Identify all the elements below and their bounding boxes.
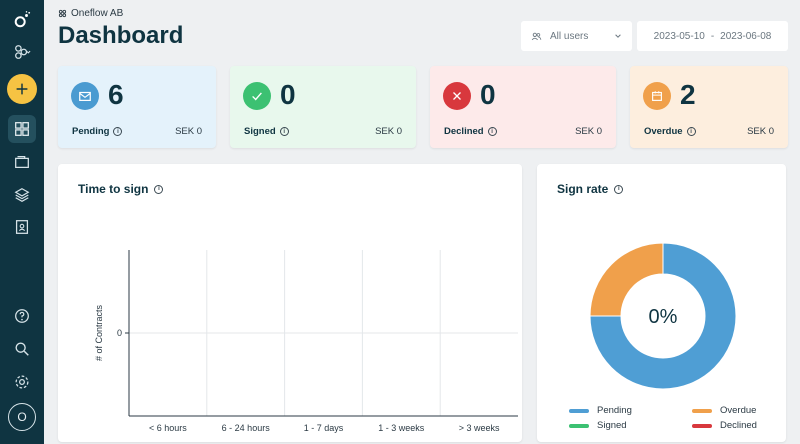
contacts-icon[interactable] [8,213,36,241]
check-icon [243,82,271,110]
envelope-icon [71,82,99,110]
dashboard-icon[interactable] [8,115,36,143]
calendar-icon [643,82,671,110]
sidebar: O [0,0,44,444]
sign-rate-chart: 0% [589,242,737,390]
card-amount: SEK 0 [175,126,202,137]
users-filter-value: All users [550,30,589,42]
legend-swatch [692,408,712,413]
donut-slice-overdue[interactable] [589,242,664,317]
card-declined[interactable]: 0 Declined i SEK 0 [430,66,616,148]
org-breadcrumb[interactable]: Oneflow AB [58,8,123,19]
info-icon[interactable]: i [154,184,164,194]
card-label: Pending i [72,126,123,137]
documents-icon[interactable] [8,148,36,176]
main-content: Oneflow AB Dashboard All users 2023-05-1… [44,0,800,444]
legend-item-overdue[interactable]: Overdue [692,405,756,416]
y-axis-label: # of Contracts [94,304,104,361]
page-title: Dashboard [58,22,184,49]
card-count: 0 [280,79,296,110]
time-to-sign-panel: Time to sign i 0 # of Contracts < 6 hours 6… [58,164,522,442]
x-tick-label: > 3 weeks [459,423,500,433]
add-icon[interactable] [7,74,37,104]
card-label: Declined i [444,126,497,137]
legend-item-pending[interactable]: Pending [569,405,632,416]
date-separator: - [710,30,715,42]
legend-swatch [569,408,589,413]
card-pending[interactable]: 6 Pending i SEK 0 [58,66,216,148]
users-filter[interactable]: All users [521,21,632,51]
x-tick-label: 1 - 3 weeks [378,423,425,433]
legend-swatch [569,423,589,428]
card-overdue[interactable]: 2 Overdue i SEK 0 [630,66,788,148]
legend-item-signed[interactable]: Signed [569,420,627,431]
date-range-filter[interactable]: 2023-05-10 - 2023-06-08 [637,21,788,51]
legend-item-declined[interactable]: Declined [692,420,757,431]
sign-rate-center-label: 0% [649,306,678,328]
date-to[interactable]: 2023-06-08 [720,30,772,42]
help-icon[interactable] [8,302,36,330]
card-label: Overdue i [644,126,696,137]
legend-swatch [692,423,712,428]
card-label-text: Pending [72,126,110,137]
x-icon [443,82,471,110]
card-label-text: Signed [244,126,276,137]
card-amount: SEK 0 [747,126,774,137]
card-amount: SEK 0 [575,126,602,137]
time-to-sign-chart: 0 # of Contracts < 6 hours 6 - 24 hours 1 - … [94,250,518,433]
x-tick-label: 1 - 7 days [304,423,344,433]
x-tick-label: 6 - 24 hours [222,423,271,433]
card-label: Signed i [244,126,289,137]
legend-label: Overdue [720,405,757,416]
workspace-icon [58,9,67,18]
sign-rate-title: Sign rate i [557,182,624,196]
sign-rate-heading: Sign rate [557,182,609,196]
chevron-down-icon [615,34,621,38]
info-icon[interactable]: i [113,127,123,136]
sign-rate-panel: Sign rate i 0% Pending Overdue Signed Decli… [537,164,786,442]
search-icon[interactable] [8,335,36,363]
legend-label: Signed [597,420,627,431]
x-tick-label: < 6 hours [149,423,187,433]
card-signed[interactable]: 0 Signed i SEK 0 [230,66,416,148]
legend-label: Declined [720,420,757,431]
card-count: 6 [108,79,124,110]
card-label-text: Overdue [644,126,683,137]
templates-icon[interactable] [8,181,36,209]
donut-slice-pending[interactable] [589,242,737,390]
card-label-text: Declined [444,126,484,137]
avatar[interactable]: O [8,403,36,431]
time-to-sign-title: Time to sign i [78,182,164,196]
card-amount: SEK 0 [375,126,402,137]
info-icon[interactable]: i [686,127,696,136]
time-to-sign-heading: Time to sign [78,182,149,196]
card-count: 2 [680,79,696,110]
users-icon [531,32,542,40]
info-icon[interactable]: i [487,127,497,136]
card-count: 0 [480,79,496,110]
logo-icon[interactable] [8,6,36,34]
date-from[interactable]: 2023-05-10 [653,30,705,42]
info-icon[interactable]: i [614,184,624,194]
legend-label: Pending [597,405,632,416]
settings-icon[interactable] [8,368,36,396]
info-icon[interactable]: i [279,127,289,136]
workspace-icon[interactable] [8,38,36,66]
y-tick-label: 0 [117,328,122,338]
org-name: Oneflow AB [71,8,124,19]
